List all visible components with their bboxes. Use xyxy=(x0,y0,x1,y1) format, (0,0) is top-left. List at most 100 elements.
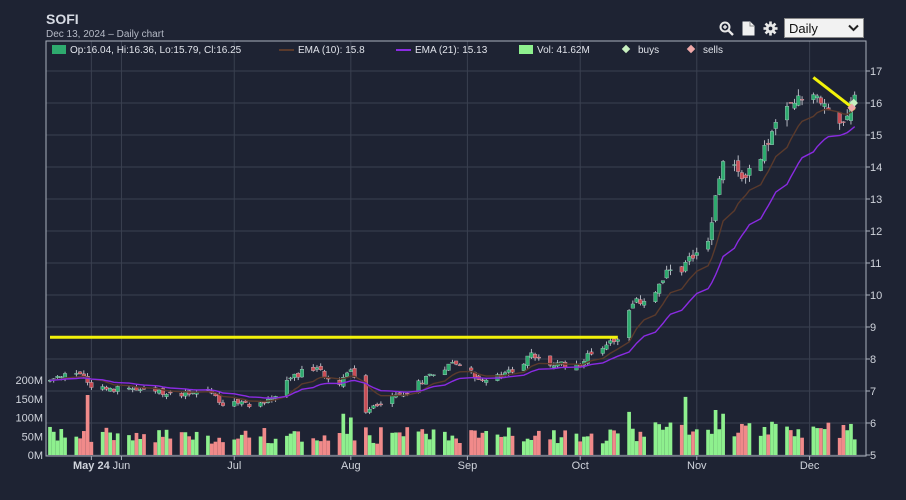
candle-body xyxy=(660,280,665,283)
candle-body xyxy=(416,380,421,393)
candle-body xyxy=(503,372,507,376)
candle-body xyxy=(194,391,199,395)
candle-body xyxy=(100,386,105,390)
zoom-icon[interactable] xyxy=(718,20,734,36)
candle-body xyxy=(217,394,222,403)
candle-body xyxy=(345,372,350,377)
gear-icon[interactable] xyxy=(762,20,778,36)
candle-body xyxy=(811,94,816,100)
volume-bar xyxy=(721,413,725,455)
volume-bar xyxy=(574,433,579,455)
volume-bar xyxy=(473,430,477,455)
volume-bar xyxy=(819,428,823,455)
candle-body xyxy=(74,373,79,375)
candle-body xyxy=(239,401,244,405)
candle-body xyxy=(563,362,568,368)
volume-bar xyxy=(416,431,421,455)
y-tick-label: 8 xyxy=(870,354,876,366)
volume-bar xyxy=(179,432,184,455)
candle-body xyxy=(424,376,429,385)
candle-body xyxy=(653,292,658,302)
volume-bar xyxy=(679,424,684,455)
candle-body xyxy=(454,360,459,365)
volume-bar xyxy=(371,442,376,455)
volume-bar xyxy=(743,425,748,455)
volume-bar xyxy=(115,433,120,455)
candle-body xyxy=(269,398,274,400)
document-icon[interactable] xyxy=(740,20,756,36)
candle-body xyxy=(292,373,297,378)
volume-bar xyxy=(521,441,526,455)
period-select-value: Daily xyxy=(789,20,818,36)
candle-body xyxy=(721,161,726,181)
legend-ohlc: Op:16.04, Hi:16.36, Lo:15.79, Cl:16.25 xyxy=(70,45,242,56)
candle-body xyxy=(284,380,289,396)
y-tick-label: 15 xyxy=(870,130,882,142)
candle-body xyxy=(89,382,94,388)
volume-tick-label: 100M xyxy=(15,413,43,425)
candle-body xyxy=(104,386,109,390)
legend-sells: sells xyxy=(703,45,723,56)
x-tick-label: Dec xyxy=(800,460,820,472)
volume-bar xyxy=(458,442,462,455)
candle-body xyxy=(732,164,737,166)
volume-bar xyxy=(770,421,774,455)
candle-body xyxy=(115,386,120,392)
volume-bar xyxy=(766,434,771,455)
legend-vol-swatch xyxy=(519,45,533,54)
candle-body xyxy=(773,122,778,129)
candle-body xyxy=(397,392,402,395)
volume-bar xyxy=(82,431,86,455)
y-tick-label: 14 xyxy=(870,162,882,174)
y-tick-label: 17 xyxy=(870,66,882,78)
volume-bar xyxy=(326,440,331,455)
volume-bar xyxy=(442,431,447,455)
candle-body xyxy=(273,396,278,400)
chart-legend: Op:16.04, Hi:16.36, Lo:15.79, Cl:16.25 E… xyxy=(52,44,723,56)
volume-tick-label: 200M xyxy=(15,375,43,387)
candle-body xyxy=(608,340,613,344)
y-tick-label: 10 xyxy=(870,290,882,302)
legend-ema21: EMA (21): 15.13 xyxy=(415,45,488,56)
candle-body xyxy=(420,382,425,385)
volume-tick-label: 150M xyxy=(15,394,43,406)
volume-bar xyxy=(59,429,64,455)
candle-body xyxy=(615,339,620,342)
period-select[interactable]: Daily xyxy=(784,18,864,38)
candle-body xyxy=(848,101,853,121)
candle-body xyxy=(627,310,632,338)
candle-body xyxy=(352,368,357,378)
candle-body xyxy=(363,375,368,413)
volume-bar xyxy=(431,429,436,455)
candle-body xyxy=(747,168,752,176)
volume-bar xyxy=(525,438,530,455)
volume-bar xyxy=(559,437,564,455)
candle-body xyxy=(138,389,143,391)
candle-body xyxy=(852,94,857,102)
candle-body xyxy=(314,367,319,370)
volume-bar xyxy=(837,437,842,455)
candle-body xyxy=(247,403,252,407)
volume-bar xyxy=(811,426,816,455)
candle-body xyxy=(190,392,195,394)
volume-bar xyxy=(773,423,778,455)
volume-bar xyxy=(296,431,301,455)
volume-bar xyxy=(537,430,541,455)
volume-bar xyxy=(563,430,568,455)
candle-body xyxy=(164,394,169,397)
volume-bar xyxy=(747,423,752,455)
volume-bar xyxy=(420,429,425,455)
volume-bar xyxy=(300,441,304,455)
volume-bar xyxy=(288,433,293,455)
volume-bar xyxy=(100,431,105,455)
candle-body xyxy=(480,379,485,381)
candle-body xyxy=(762,145,767,162)
candle-body xyxy=(111,389,116,392)
candle-body xyxy=(585,353,590,364)
volume-bar xyxy=(153,442,158,455)
candle-body xyxy=(157,389,162,394)
volume-bar xyxy=(687,434,692,455)
ema21-line xyxy=(49,126,856,399)
candle-body xyxy=(521,363,526,371)
candle-body xyxy=(318,366,323,371)
